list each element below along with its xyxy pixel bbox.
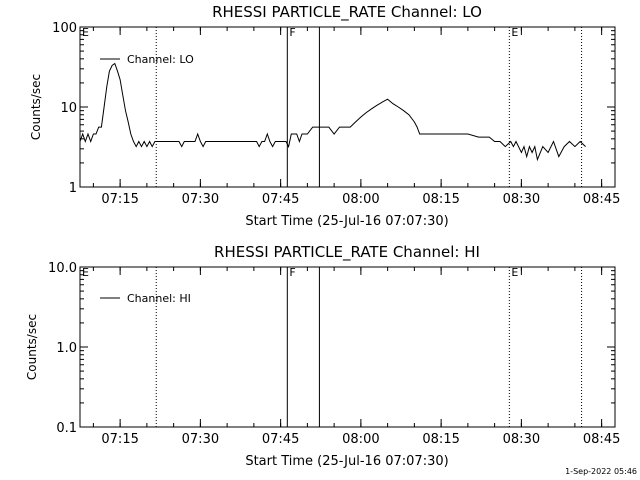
- event-marker-label: E: [511, 26, 518, 39]
- x-tick-label: 08:15: [422, 432, 459, 447]
- y-axis-label: Counts/sec: [29, 74, 43, 140]
- x-tick-label: 07:45: [262, 432, 299, 447]
- x-axis-label: Start Time (25-Jul-16 07:07:30): [245, 214, 448, 229]
- y-tick-label: 0.1: [56, 421, 77, 436]
- event-marker-label: F: [289, 26, 295, 39]
- x-tick-label: 08:45: [583, 432, 620, 447]
- series-line-lo: [79, 62, 586, 162]
- chart-title: RHESSI PARTICLE_RATE Channel: LO: [212, 3, 482, 22]
- legend-label: Channel: HI: [127, 292, 191, 305]
- y-tick-label: 1.0: [56, 341, 77, 356]
- x-tick-label: 08:30: [503, 192, 540, 207]
- event-marker-label: E: [511, 266, 518, 279]
- x-tick-label: 07:15: [101, 192, 138, 207]
- x-tick-label: 08:30: [503, 432, 540, 447]
- x-tick-label: 08:00: [342, 192, 379, 207]
- x-tick-label: 08:15: [422, 192, 459, 207]
- x-axis: 07:15 07:30 07:45 08:00 08:15 08:30 08:45: [92, 27, 620, 207]
- x-tick-label: 07:45: [262, 192, 299, 207]
- event-marker-label: E: [82, 26, 89, 39]
- y-tick-label: 100: [52, 21, 77, 36]
- x-tick-label: 07:30: [182, 432, 219, 447]
- footer-timestamp: 1-Sep-2022 05:46: [565, 467, 637, 476]
- plot-frame: [79, 266, 616, 428]
- plot-frame: [79, 26, 616, 188]
- event-marker-label: F: [289, 266, 295, 279]
- x-tick-label: 07:30: [182, 192, 219, 207]
- y-axis-label: Counts/sec: [25, 314, 39, 380]
- y-axis: 0.1 1.0 10.0: [48, 261, 615, 436]
- x-tick-label: 08:45: [583, 192, 620, 207]
- y-axis: 1 10 100: [52, 21, 615, 196]
- x-axis-label: Start Time (25-Jul-16 07:07:30): [245, 454, 448, 469]
- legend-label: Channel: LO: [127, 53, 194, 66]
- event-marker-label: E: [82, 266, 89, 279]
- x-tick-label: 08:00: [342, 432, 379, 447]
- y-tick-label: 10: [60, 101, 77, 116]
- y-tick-label: 10.0: [48, 261, 77, 276]
- x-axis: 07:15 07:30 07:45 08:00 08:15 08:30 08:45: [92, 267, 620, 447]
- y-tick-label: 1: [69, 181, 77, 196]
- panel-hi: RHESSI PARTICLE_RATE Channel: HI E F E 0.1…: [25, 243, 620, 469]
- chart-title: RHESSI PARTICLE_RATE Channel: HI: [214, 243, 480, 262]
- x-tick-label: 07:15: [101, 432, 138, 447]
- panel-lo: RHESSI PARTICLE_RATE Channel: LO E F E 1 10…: [29, 3, 620, 229]
